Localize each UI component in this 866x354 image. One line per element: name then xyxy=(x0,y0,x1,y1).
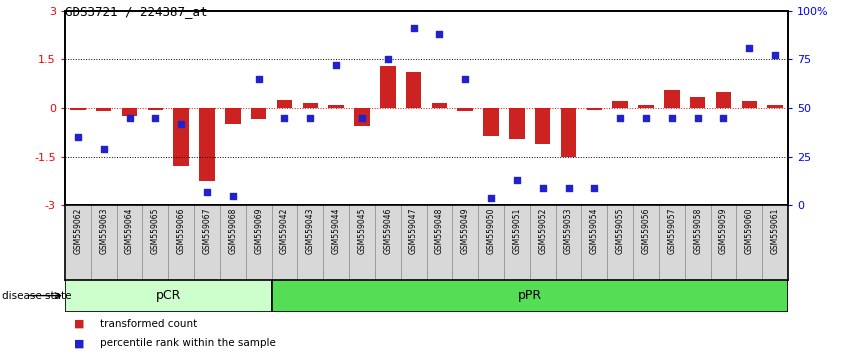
Text: GSM559048: GSM559048 xyxy=(435,207,444,254)
Text: GSM559049: GSM559049 xyxy=(461,207,469,254)
Point xyxy=(148,115,162,120)
Bar xyxy=(225,108,241,124)
Point xyxy=(742,45,756,50)
Text: disease state: disease state xyxy=(2,291,71,301)
Point xyxy=(123,115,137,120)
Point xyxy=(97,146,111,152)
Text: GSM559059: GSM559059 xyxy=(719,207,728,254)
Bar xyxy=(509,108,525,139)
Text: GSM559052: GSM559052 xyxy=(539,207,547,254)
Text: GSM559064: GSM559064 xyxy=(125,207,134,254)
Text: GSM559053: GSM559053 xyxy=(564,207,573,254)
Point xyxy=(226,193,240,198)
Bar xyxy=(406,72,422,108)
Bar xyxy=(302,103,318,108)
Point xyxy=(277,115,291,120)
Point xyxy=(768,53,782,58)
Bar xyxy=(199,108,215,181)
Text: GSM559065: GSM559065 xyxy=(151,207,160,254)
Text: GSM559060: GSM559060 xyxy=(745,207,753,254)
Point xyxy=(562,185,576,190)
Text: GSM559054: GSM559054 xyxy=(590,207,599,254)
Text: percentile rank within the sample: percentile rank within the sample xyxy=(100,338,275,348)
Text: pCR: pCR xyxy=(156,289,181,302)
Point xyxy=(691,115,705,120)
Point xyxy=(613,115,627,120)
Point xyxy=(355,115,369,120)
Text: GSM559069: GSM559069 xyxy=(254,207,263,254)
Text: GDS3721 / 224387_at: GDS3721 / 224387_at xyxy=(65,5,208,18)
Text: GSM559063: GSM559063 xyxy=(100,207,108,254)
Point xyxy=(200,189,214,194)
Point xyxy=(587,185,601,190)
Text: GSM559068: GSM559068 xyxy=(229,207,237,254)
Point xyxy=(432,31,446,37)
Text: GSM559047: GSM559047 xyxy=(409,207,418,254)
Text: GSM559044: GSM559044 xyxy=(332,207,340,254)
Bar xyxy=(70,108,86,110)
Text: GSM559061: GSM559061 xyxy=(771,207,779,254)
Text: GSM559066: GSM559066 xyxy=(177,207,185,254)
Text: GSM559045: GSM559045 xyxy=(358,207,366,254)
Text: GSM559062: GSM559062 xyxy=(74,207,82,254)
Bar xyxy=(380,66,396,108)
Text: GSM559056: GSM559056 xyxy=(642,207,650,254)
Bar xyxy=(483,108,499,136)
Bar xyxy=(277,100,292,108)
Point xyxy=(484,195,498,200)
Bar xyxy=(251,108,267,119)
Text: GSM559067: GSM559067 xyxy=(203,207,211,254)
Point xyxy=(665,115,679,120)
Text: GSM559046: GSM559046 xyxy=(384,207,392,254)
Bar xyxy=(328,105,344,108)
Point xyxy=(174,121,188,126)
Bar xyxy=(561,108,576,156)
Bar xyxy=(690,97,706,108)
Point xyxy=(716,115,730,120)
Bar xyxy=(664,90,680,108)
Point xyxy=(510,177,524,183)
Point xyxy=(303,115,317,120)
Bar xyxy=(354,108,370,126)
Text: GSM559043: GSM559043 xyxy=(306,207,314,254)
Bar xyxy=(431,103,447,108)
Text: GSM559055: GSM559055 xyxy=(616,207,624,254)
Bar xyxy=(535,108,551,144)
Text: ■: ■ xyxy=(74,319,84,329)
Bar xyxy=(638,105,654,108)
Bar xyxy=(173,108,189,166)
Text: GSM559058: GSM559058 xyxy=(693,207,702,254)
Text: GSM559051: GSM559051 xyxy=(513,207,521,254)
Bar xyxy=(272,280,788,312)
Point xyxy=(252,76,266,81)
Text: GSM559057: GSM559057 xyxy=(668,207,676,254)
Bar xyxy=(96,108,112,110)
Point xyxy=(407,25,421,31)
Text: GSM559050: GSM559050 xyxy=(487,207,495,254)
Point xyxy=(71,135,85,140)
Bar xyxy=(767,105,783,108)
Point xyxy=(536,185,550,190)
Bar xyxy=(715,92,731,108)
Bar xyxy=(586,108,602,110)
Point xyxy=(458,76,472,81)
Bar xyxy=(457,108,473,111)
Text: pPR: pPR xyxy=(518,289,542,302)
Bar xyxy=(65,280,272,312)
Point xyxy=(329,62,343,68)
Bar xyxy=(122,108,137,116)
Text: transformed count: transformed count xyxy=(100,319,197,329)
Point xyxy=(639,115,653,120)
Bar xyxy=(612,102,628,108)
Point xyxy=(381,57,395,62)
Text: GSM559042: GSM559042 xyxy=(280,207,289,254)
Bar xyxy=(147,108,163,110)
Text: ■: ■ xyxy=(74,338,84,348)
Bar xyxy=(741,102,757,108)
